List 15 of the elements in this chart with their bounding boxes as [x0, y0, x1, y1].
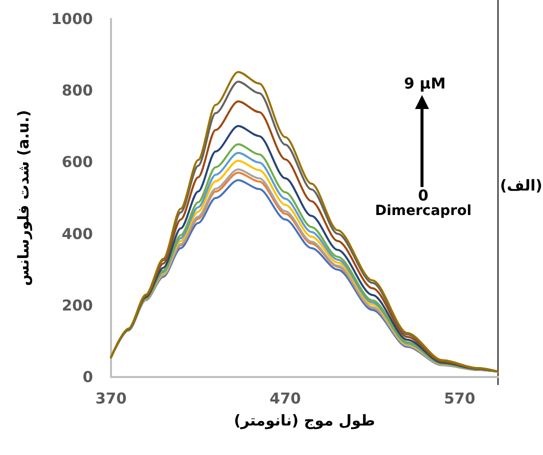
y-tick-label: 400	[62, 224, 93, 243]
y-tick-label: 600	[62, 153, 93, 172]
annotation: 0	[418, 186, 428, 204]
y-axis-title: شدت فلورسانس (a.u.)	[14, 110, 32, 286]
y-tick-label: 800	[62, 82, 93, 100]
annotation: 9 µM	[404, 74, 446, 92]
y-tick-label: 1000	[51, 10, 93, 28]
annotation: Dimercaprol	[375, 203, 472, 219]
x-tick-label: 470	[270, 390, 301, 408]
x-tick-label: 570	[444, 390, 476, 408]
text: (الف)	[500, 176, 542, 194]
x-axis-title: طول موج (نانومتر)	[234, 412, 376, 430]
y-tick-label: 200	[62, 296, 93, 314]
y-tick-label: 0	[82, 368, 93, 386]
x-tick-label: 370	[95, 390, 127, 408]
